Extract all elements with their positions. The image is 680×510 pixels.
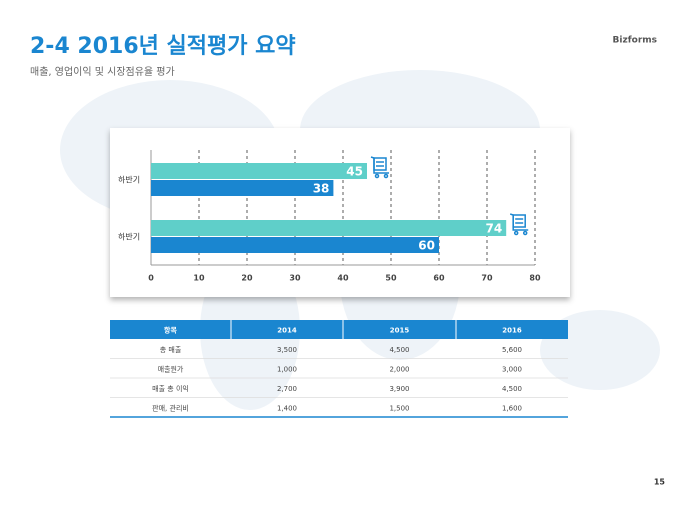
table-cell: 3,500 — [277, 346, 297, 354]
table-cell: 4,500 — [502, 385, 522, 393]
cart-icon — [370, 156, 389, 179]
page-number: 15 — [654, 478, 666, 487]
cart-handle — [509, 213, 529, 231]
x-tick-label: 70 — [481, 274, 493, 283]
x-tick-label: 20 — [241, 274, 253, 283]
table-cell: 2,700 — [277, 385, 297, 393]
bar — [151, 180, 334, 196]
y-tick-label: 하반기 — [118, 232, 140, 242]
table-cell: 판매, 관리비 — [152, 403, 189, 412]
brand: Bizforms — [613, 36, 657, 46]
value-label: 45 — [346, 165, 363, 179]
x-tick-label: 10 — [193, 274, 205, 283]
table-cell: 총 매출 — [160, 345, 182, 354]
table-cell: 2,000 — [389, 365, 409, 373]
cart-handle — [370, 156, 389, 174]
table-cell: 1,500 — [389, 404, 409, 412]
value-label: 38 — [313, 182, 330, 196]
column-header: 항목 — [164, 326, 177, 335]
table-header-bg — [110, 320, 568, 339]
table-cell: 매출 총 이익 — [152, 384, 189, 393]
column-header: 2014 — [277, 327, 297, 335]
x-tick-label: 40 — [337, 274, 349, 283]
table-cell: 1,000 — [277, 365, 297, 373]
chart: 0 10 20 30 40 50 60 70 80 하반기 45 38 하반기 74 60 — [118, 150, 541, 283]
table-cell: 3,900 — [389, 385, 409, 393]
cart-icon — [509, 213, 529, 236]
x-tick-label: 60 — [433, 274, 445, 283]
y-tick-label: 하반기 — [118, 175, 140, 185]
table-cell: 5,600 — [502, 346, 522, 354]
chart-panel — [110, 128, 570, 297]
subtitle: 매출, 영업이익 및 시장점유율 평가 — [30, 65, 175, 78]
column-header: 2016 — [502, 327, 522, 335]
bar — [151, 220, 507, 236]
column-header: 2015 — [390, 327, 410, 335]
bar — [151, 163, 367, 179]
table-cell: 3,000 — [502, 365, 522, 373]
cart-wheel — [513, 230, 519, 236]
bar — [151, 237, 439, 253]
table: 항목 2014 2015 2016 총 매출 3,500 4,500 5,600 매출원가 1,0… — [110, 320, 568, 418]
table-cell: 매출원가 — [158, 364, 184, 373]
cart-wheel — [383, 173, 389, 179]
value-label: 60 — [418, 239, 435, 253]
x-tick-label: 50 — [385, 274, 397, 283]
title: 2-4 2016년 실적평가 요약 — [30, 34, 296, 59]
value-label: 74 — [485, 222, 502, 236]
table-cell: 1,600 — [502, 404, 522, 412]
x-tick-label: 0 — [148, 274, 154, 283]
cart-wheel — [522, 230, 528, 236]
cart-wheel — [374, 173, 380, 179]
x-tick-label: 80 — [529, 274, 541, 283]
table-cell: 1,400 — [277, 404, 297, 412]
table-cell: 4,500 — [389, 346, 409, 354]
x-tick-label: 30 — [289, 274, 301, 283]
